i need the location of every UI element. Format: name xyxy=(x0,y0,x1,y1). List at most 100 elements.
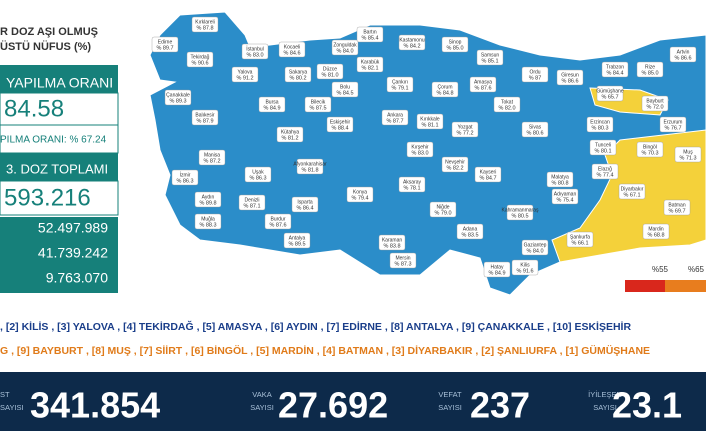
province-label-box xyxy=(521,66,549,83)
stat-label: SAYISI xyxy=(438,403,462,412)
province-name: Erzurum xyxy=(664,119,683,125)
province-label-box xyxy=(151,36,179,53)
province-label-box xyxy=(642,223,670,240)
generated: R DOZ AŞI OLMUŞ ÜSTÜ NÜFUS (%) 52.497.989 4… xyxy=(0,16,705,426)
province-name: Bursa xyxy=(265,99,278,105)
province-label-box xyxy=(283,232,311,249)
province-label-box xyxy=(356,26,384,43)
province-value: % 66.1 xyxy=(571,240,588,246)
province-label-box xyxy=(278,41,306,58)
province-name: Bolu xyxy=(340,84,350,90)
province-name: Aksaray xyxy=(403,179,422,185)
province-name: Diyarbakır xyxy=(621,186,644,192)
province-name: Şanlıurfa xyxy=(570,234,590,240)
province-value: % 86.3 xyxy=(249,175,266,181)
province-label-box xyxy=(431,81,459,98)
dose3-label: 3. DOZ TOPLAMI xyxy=(6,161,108,176)
stat-label: SAYISI xyxy=(0,403,24,412)
province-label-box xyxy=(474,166,502,183)
province-label-box xyxy=(316,63,344,80)
province-value: % 89.3 xyxy=(169,98,186,104)
province-name: Konya xyxy=(353,189,367,195)
province-label-box xyxy=(378,234,406,251)
province-name: Ordu xyxy=(529,69,540,75)
province-value: % 80.3 xyxy=(591,125,608,131)
province-name: Eskişehir xyxy=(330,119,351,125)
province-label-box xyxy=(674,146,702,163)
province-value: % 87.7 xyxy=(386,118,403,124)
province-value: % 87.2 xyxy=(203,158,220,164)
province-label-box xyxy=(493,96,521,113)
province-value: % 81.8 xyxy=(301,167,318,173)
province-value: % 80.2 xyxy=(289,75,306,81)
province-label-box xyxy=(659,116,687,133)
province-value: % 79.4 xyxy=(351,195,368,201)
province-value: % 87 xyxy=(529,75,542,81)
province-value: % 84.9 xyxy=(263,105,280,111)
province-name: Tunceli xyxy=(595,142,611,148)
province-label-box xyxy=(521,239,549,256)
province-value: % 68.8 xyxy=(647,232,664,238)
province-name: Çankırı xyxy=(392,79,408,85)
province-label-box xyxy=(641,95,669,112)
province-label-box xyxy=(164,89,192,106)
province-value: % 84.8 xyxy=(436,90,453,96)
province-name: Elazığ xyxy=(598,166,612,172)
province-name: Amasya xyxy=(474,79,492,85)
province-name: Kırklareli xyxy=(195,19,214,25)
province-name: Kocaeli xyxy=(284,44,300,50)
province-label-box xyxy=(276,126,304,143)
rate-label: YAPILMA ORANI xyxy=(6,75,113,91)
province-value: % 85.4 xyxy=(361,35,378,41)
province-name: Hatay xyxy=(490,264,504,270)
province-label-box xyxy=(591,163,619,180)
province-label-box xyxy=(483,261,511,278)
province-label-box xyxy=(566,231,594,248)
province-name: Kayseri xyxy=(480,169,497,175)
province-name: Adana xyxy=(463,226,478,232)
province-value: % 65.7 xyxy=(601,94,618,100)
province-value: % 82.1 xyxy=(361,65,378,71)
province-name: Tekirdağ xyxy=(191,54,210,60)
province-label-box xyxy=(451,121,479,138)
total: 9.763.070 xyxy=(46,270,108,286)
province-label-box xyxy=(304,96,332,113)
province-name: Niğde xyxy=(436,204,449,210)
stat-value: 237 xyxy=(470,385,530,426)
province-name: Artvin xyxy=(677,49,690,55)
province-label-box xyxy=(171,169,199,186)
province-name: Balıkesir xyxy=(195,112,215,118)
province-name: Rize xyxy=(645,64,655,70)
province-value: % 90.6 xyxy=(191,60,208,66)
panel-header xyxy=(0,0,118,62)
province-name: Kırıkkale xyxy=(420,116,440,122)
province-value: % 84.4 xyxy=(606,70,623,76)
province-name: Yozgat xyxy=(457,124,473,130)
province-name: Isparta xyxy=(297,199,313,205)
province-value: % 87.8 xyxy=(196,25,213,31)
province-label-box xyxy=(291,196,319,213)
province-value: % 79.1 xyxy=(391,85,408,91)
province-label-box xyxy=(416,113,444,130)
province-name: Çanakkale xyxy=(166,92,190,98)
province-value: % 85.0 xyxy=(446,45,463,51)
province-value: % 87.9 xyxy=(196,118,213,124)
province-value: % 82.0 xyxy=(498,105,515,111)
ranking-top: , [2] KİLİS , [3] YALOVA , [4] TEKİRDAĞ … xyxy=(0,320,631,333)
province-value: % 89.7 xyxy=(156,45,173,51)
province-label-box xyxy=(198,149,226,166)
province-value: % 81.2 xyxy=(281,135,298,141)
province-label-box xyxy=(596,85,624,102)
province-label-box xyxy=(551,188,579,205)
province-name: Karabük xyxy=(361,59,380,65)
legend-label: %55 xyxy=(652,265,669,274)
province-value: % 84.5 xyxy=(336,90,353,96)
province-value: % 87.3 xyxy=(394,261,411,267)
province-label-box xyxy=(186,51,214,68)
province-value: % 83.0 xyxy=(411,150,428,156)
province-label-box xyxy=(194,213,222,230)
total: 41.739.242 xyxy=(38,245,108,261)
province-name: Afyonkarahisar xyxy=(293,161,327,167)
panel-title: R DOZ AŞI OLMUŞ xyxy=(0,26,98,38)
province-value: % 84.7 xyxy=(479,175,496,181)
